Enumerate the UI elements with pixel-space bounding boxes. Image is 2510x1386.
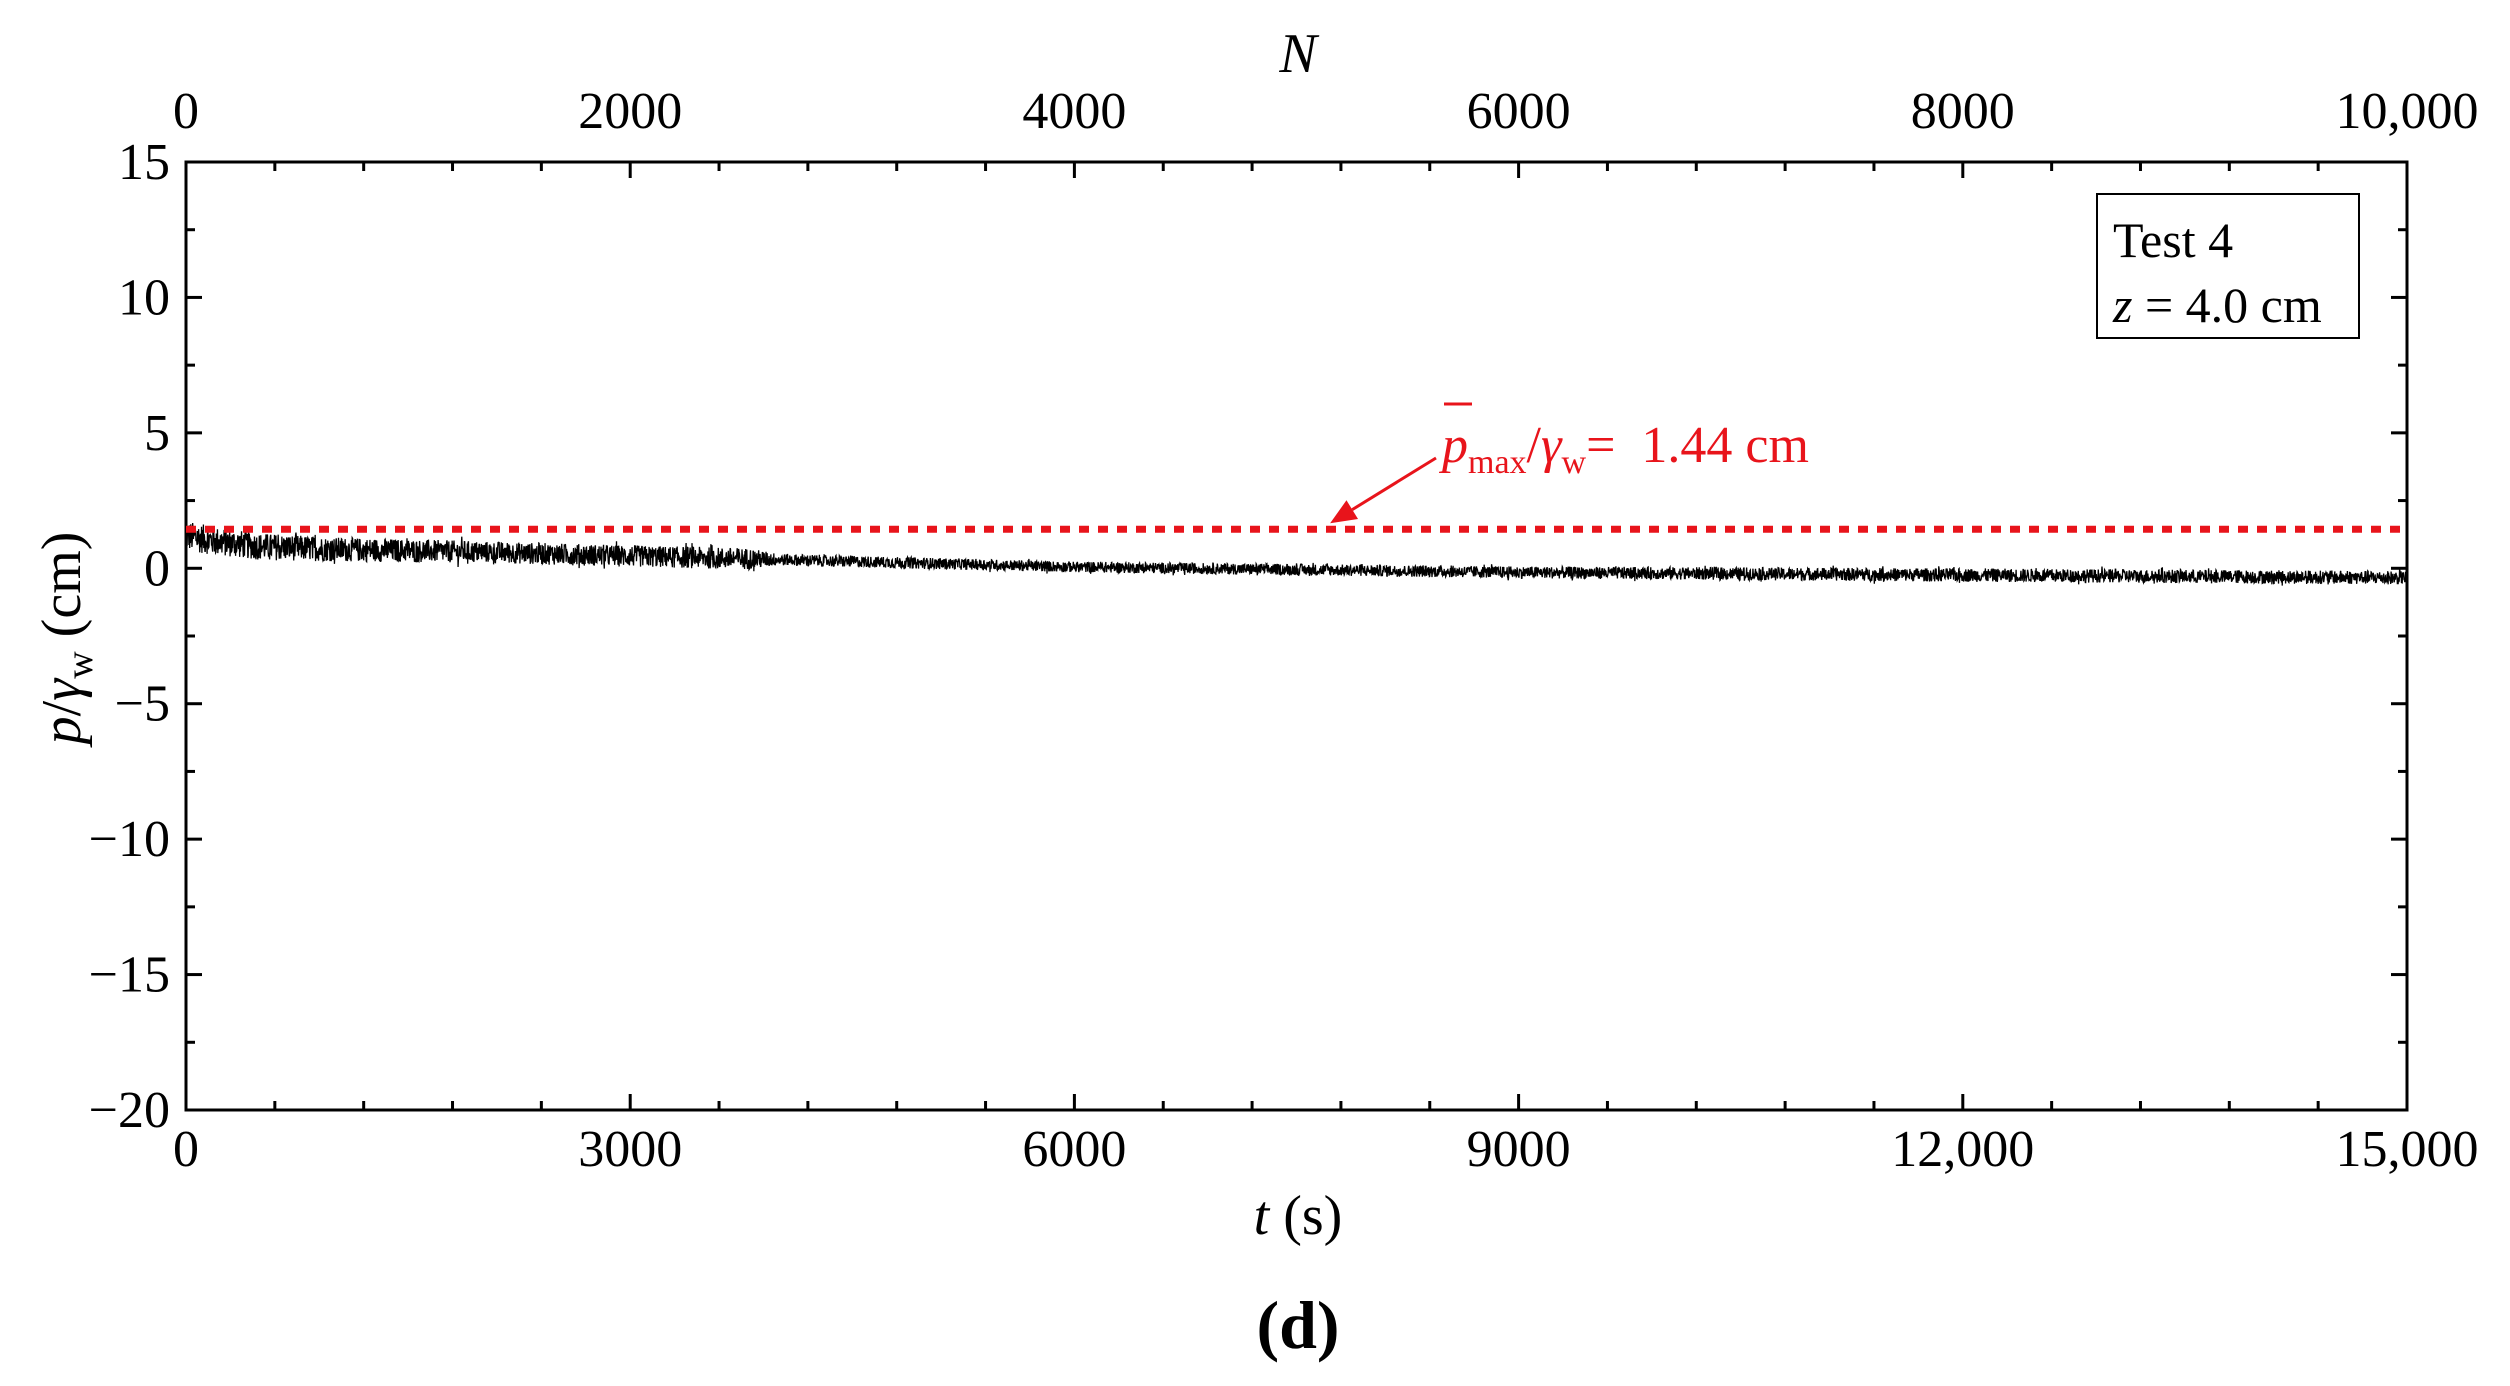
y-tick-label-15: 15 [118,134,170,191]
reference-label: pmax/γw= 1.44 cm [1438,417,1809,481]
y-axis-title: p/γw (cm) [31,532,101,749]
panel-label: (d) [1256,1287,1339,1363]
y-tick-label-10: 10 [118,269,170,326]
legend: Test 4 z = 4.0 cm [2096,193,2360,339]
top-tick-label-10000: 10,000 [2336,83,2479,140]
series-line-0 [185,522,2408,586]
y-tick-label--5: −5 [115,676,170,733]
legend-line-1: Test 4 [2113,212,2233,268]
x-tick-label-6000: 6000 [1022,1121,1126,1178]
x-tick-label-3000: 3000 [578,1121,682,1178]
top-tick-label-4000: 4000 [1022,83,1126,140]
y-tick-label--20: −20 [89,1082,170,1139]
y-tick-label-0: 0 [144,540,170,597]
plot-frame [184,160,2409,1112]
axis-ticks: 0 3000 6000 9000 12,000 15,000 0 2000 4000 6000 80… [89,83,2479,1178]
top-tick-label-8000: 8000 [1911,83,2015,140]
top-tick-label-2000: 2000 [578,83,682,140]
x-axis-title: t (s) [1254,1185,1343,1247]
top-axis-title: N [1278,23,1319,85]
x-tick-label-15000: 15,000 [2336,1121,2479,1178]
top-tick-label-0: 0 [173,83,199,140]
y-tick-label-5: 5 [144,405,170,462]
x-tick-label-9000: 9000 [1467,1121,1571,1178]
plot-area [184,160,2409,1112]
x-tick-label-0: 0 [173,1121,199,1178]
y-tick-label--15: −15 [89,947,170,1004]
top-tick-label-6000: 6000 [1467,83,1571,140]
reference-arrow-shaft [1351,456,1437,511]
reference-annotation: pmax/γw= 1.44 cm [1330,402,1809,524]
legend-line-2: z = 4.0 cm [2112,277,2322,333]
y-tick-label--10: −10 [89,811,170,868]
legend-box [2096,193,2360,339]
x-tick-label-12000: 12,000 [1891,1121,2034,1178]
reference-arrow-head [1330,500,1359,524]
